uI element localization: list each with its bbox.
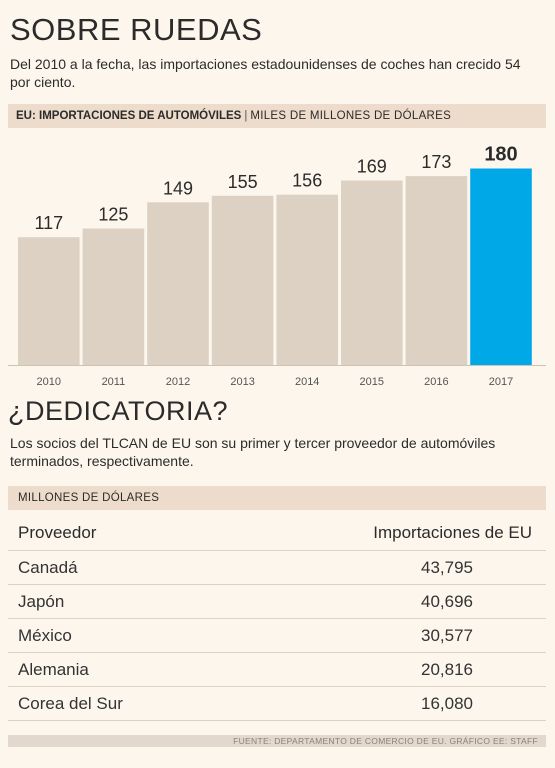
import-value: 43,795 bbox=[215, 550, 546, 585]
supplier-name: México bbox=[8, 618, 216, 653]
import-value: 40,696 bbox=[215, 584, 546, 619]
bar-value-label: 149 bbox=[163, 178, 193, 198]
bar-value-label: 125 bbox=[98, 205, 128, 225]
bar-value-label: 169 bbox=[357, 157, 387, 177]
bar-2010 bbox=[18, 237, 80, 365]
table-row: Corea del Sur 16,080 bbox=[8, 686, 546, 721]
supplier-name: Canadá bbox=[8, 550, 216, 585]
bar-2013 bbox=[211, 195, 274, 365]
table-row: Canadá 43,795 bbox=[8, 550, 546, 585]
page-title: SOBRE RUEDAS bbox=[10, 12, 263, 47]
x-tick-label: 2013 bbox=[230, 376, 254, 388]
supplier-name: Corea del Sur bbox=[8, 686, 216, 721]
bar-2017 bbox=[470, 168, 532, 365]
bar-value-label: 180 bbox=[484, 144, 517, 166]
bar-chart: 117 2010 125 2011 149 2012 155 2013 156 2014 169 20… bbox=[8, 144, 546, 388]
bar-2011 bbox=[82, 228, 145, 365]
table-row: Alemania 20,816 bbox=[8, 652, 546, 687]
section-title: ¿DEDICATORIA? bbox=[8, 396, 229, 426]
table-row: México 30,577 bbox=[8, 618, 546, 653]
bar-value-label: 155 bbox=[228, 172, 258, 192]
x-tick-label: 2012 bbox=[166, 376, 190, 388]
supplier-table: Proveedor Importaciones de EU Canadá 43,… bbox=[8, 516, 546, 721]
section-description: Los socios del TLCAN de EU son su primer… bbox=[10, 435, 496, 469]
x-tick-label: 2011 bbox=[102, 376, 126, 388]
supplier-name: Japón bbox=[8, 584, 216, 619]
chart-unit-label: MILES DE MILLONES DE DÓLARES bbox=[250, 110, 452, 122]
source-footer: FUENTE: DEPARTAMENTO DE COMERCIO DE EU. … bbox=[8, 735, 546, 747]
x-tick-label: 2016 bbox=[424, 376, 448, 388]
chart-header-separator: | bbox=[244, 110, 248, 122]
bar-2014 bbox=[276, 194, 338, 365]
bar-value-label: 173 bbox=[421, 152, 451, 172]
supplier-name: Alemania bbox=[8, 652, 216, 687]
import-value: 20,816 bbox=[215, 652, 546, 687]
bar-value-label: 156 bbox=[292, 171, 322, 191]
column-header-imports: Importaciones de EU bbox=[373, 523, 532, 542]
bar-value-label: 117 bbox=[34, 213, 63, 233]
import-value: 30,577 bbox=[215, 618, 546, 653]
x-tick-label: 2017 bbox=[489, 376, 513, 388]
page-subtitle: Del 2010 a la fecha, las importaciones e… bbox=[10, 56, 521, 90]
table-header-row: Proveedor Importaciones de EU bbox=[8, 516, 546, 551]
x-tick-label: 2010 bbox=[37, 376, 61, 388]
x-tick-label: 2015 bbox=[360, 376, 384, 388]
chart-title: EU: IMPORTACIONES DE AUTOMÓVILES bbox=[16, 110, 242, 122]
chart-header: EU: IMPORTACIONES DE AUTOMÓVILES | MILES D… bbox=[8, 104, 546, 128]
bar-2016 bbox=[405, 176, 468, 365]
import-value: 16,080 bbox=[215, 686, 546, 721]
bar-2012 bbox=[147, 202, 209, 365]
bar-2015 bbox=[341, 180, 403, 365]
table-unit-label: MILLONES DE DÓLARES bbox=[8, 486, 546, 510]
table-row: Japón 40,696 bbox=[8, 584, 546, 619]
x-tick-label: 2014 bbox=[295, 376, 319, 388]
column-header-supplier: Proveedor bbox=[18, 523, 97, 542]
